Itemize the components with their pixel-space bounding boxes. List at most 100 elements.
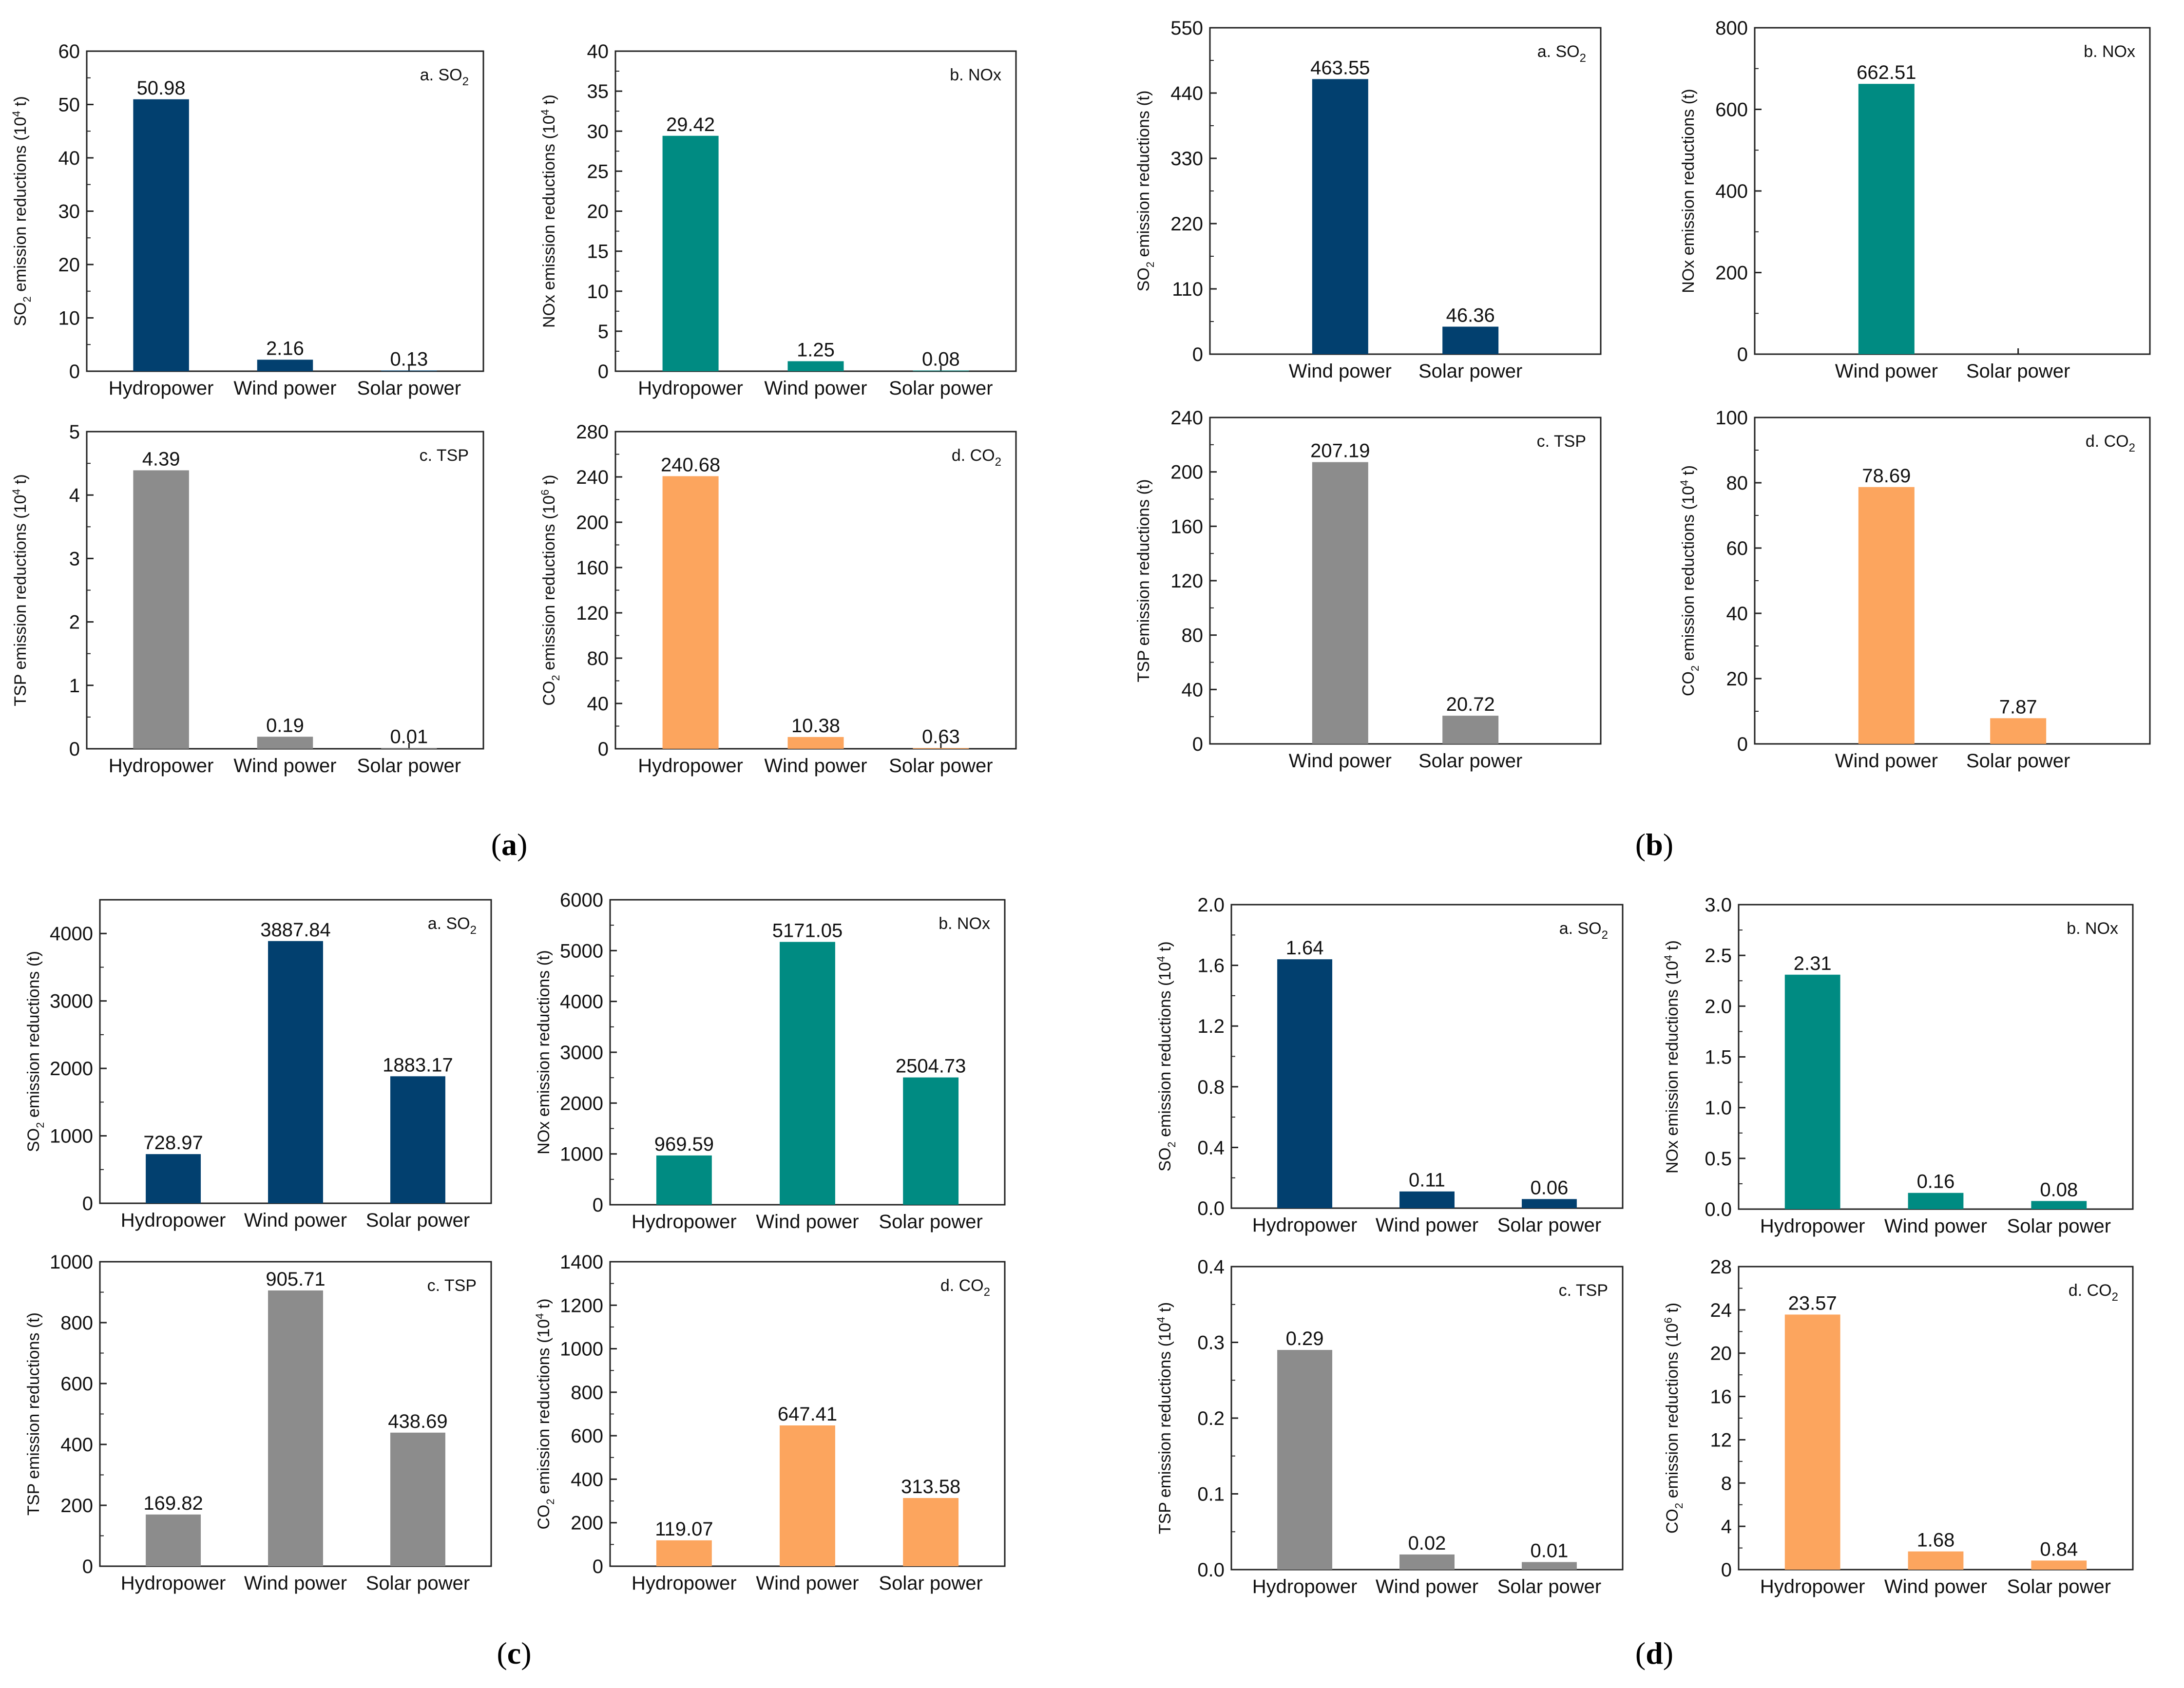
y-tick-label: 1000 (50, 1126, 93, 1147)
panel-label: b. NOx (939, 914, 990, 933)
y-tick-label: 80 (1726, 473, 1748, 494)
y-axis-label: SO2 emission reductions (104 t) (10, 96, 33, 326)
x-category-label: Wind power (1835, 360, 1938, 382)
chart-d-tsp: 0.0 0.1 0.2 0.3 0.4 0.29 Hydropower 0.02 Wind po… (1155, 1256, 1624, 1597)
bar-hydropower (1784, 1314, 1840, 1570)
y-axis-label: NOx emission reductions (t) (1679, 89, 1698, 293)
y-tick-label: 440 (1170, 83, 1203, 104)
bar-value-label: 0.29 (1286, 1328, 1324, 1349)
y-tick-label: 1000 (50, 1252, 93, 1273)
bar-value-label: 0.84 (2040, 1538, 2078, 1560)
bar-value-label: 1.64 (1286, 937, 1324, 959)
bar-hydropower (1277, 1350, 1333, 1570)
y-tick-label: 2.5 (1705, 945, 1732, 967)
x-category-label: Solar power (1966, 360, 2070, 382)
y-tick-label: 280 (576, 421, 609, 443)
panel-label: a. SO2 (420, 66, 469, 88)
y-tick-label: 20 (58, 254, 80, 276)
x-category-label: Wind power (1289, 360, 1392, 382)
y-tick-label: 200 (60, 1495, 93, 1517)
y-tick-label: 40 (1726, 603, 1748, 625)
bar-wind-power (1399, 1191, 1455, 1208)
y-tick-label: 0.0 (1197, 1559, 1225, 1581)
x-category-label: Solar power (366, 1210, 470, 1231)
y-tick-label: 20 (587, 201, 609, 223)
y-tick-label: 0.3 (1197, 1332, 1225, 1354)
bar-value-label: 5171.05 (772, 920, 843, 941)
x-category-label: Solar power (889, 755, 993, 777)
bar-value-label: 0.01 (1531, 1540, 1569, 1561)
y-tick-label: 0 (593, 1195, 603, 1216)
y-tick-label: 400 (1715, 181, 1748, 202)
x-category-label: Wind power (1376, 1214, 1478, 1236)
y-tick-label: 0 (1192, 344, 1203, 365)
bar-value-label: 647.41 (778, 1404, 837, 1425)
bar-solar-power (1442, 326, 1499, 354)
y-tick-label: 1.2 (1197, 1016, 1225, 1037)
y-tick-label: 4000 (50, 923, 93, 945)
x-category-label: Wind power (756, 1573, 859, 1594)
y-tick-label: 800 (571, 1382, 603, 1404)
y-tick-label: 330 (1170, 148, 1203, 170)
y-tick-label: 3000 (560, 1042, 603, 1063)
y-tick-label: 550 (1170, 18, 1203, 39)
bar-value-label: 169.82 (143, 1493, 203, 1514)
y-tick-label: 4 (1721, 1516, 1732, 1537)
y-tick-label: 80 (1182, 625, 1204, 646)
y-tick-label: 200 (1170, 462, 1203, 483)
y-tick-label: 200 (576, 512, 609, 533)
y-tick-label: 100 (1715, 407, 1748, 429)
x-category-label: Solar power (879, 1211, 982, 1233)
bar-hydropower (1277, 959, 1333, 1208)
y-tick-label: 25 (587, 161, 609, 182)
bar-value-label: 969.59 (654, 1134, 714, 1155)
y-tick-label: 160 (576, 557, 609, 579)
y-tick-label: 0 (82, 1193, 93, 1214)
y-tick-label: 2 (69, 612, 80, 633)
chart-d-co2: 0 4 8 12 16 20 24 28 23.57 Hydropower 1.68 Wind pow… (1662, 1256, 2134, 1597)
panel-label: d. CO2 (952, 446, 1001, 469)
bar-solar-power (1442, 716, 1499, 744)
bar-value-label: 662.51 (1857, 62, 1916, 83)
y-tick-label: 4000 (560, 991, 603, 1013)
x-category-label: Wind power (1835, 750, 1938, 772)
y-tick-label: 120 (1170, 570, 1203, 592)
bar-value-label: 2504.73 (896, 1056, 966, 1077)
bar-wind-power (268, 1290, 323, 1566)
x-category-label: Hydropower (1252, 1576, 1358, 1597)
y-axis-label: NOx emission reductions (104 t) (539, 95, 558, 328)
bar-wind-power (1908, 1551, 1964, 1570)
x-category-label: Wind power (233, 755, 336, 777)
bar-value-label: 463.55 (1310, 57, 1370, 78)
bar-hydropower (656, 1540, 712, 1566)
bar-value-label: 1883.17 (383, 1054, 453, 1076)
bar-wind-power (257, 737, 313, 749)
y-axis-label: CO2 emission reductions (106 t) (1662, 1303, 1685, 1534)
y-tick-label: 120 (576, 603, 609, 624)
bar-solar-power (913, 748, 969, 749)
bar-value-label: 119.07 (655, 1518, 713, 1540)
x-category-label: Solar power (366, 1573, 470, 1594)
chart-a-tsp: 0 1 2 3 4 5 4.39 Hydropower 0.19 Wind power 0.01 So… (10, 421, 484, 777)
y-tick-label: 5000 (560, 940, 603, 962)
bar-value-label: 0.13 (390, 349, 428, 370)
x-category-label: Hydropower (1252, 1214, 1358, 1236)
bar-value-label: 0.63 (922, 726, 960, 748)
panel-label: c. TSP (1537, 432, 1586, 451)
bar-value-label: 438.69 (388, 1411, 447, 1432)
x-category-label: Hydropower (121, 1573, 226, 1594)
x-category-label: Wind power (764, 378, 867, 399)
y-tick-label: 2.0 (1197, 894, 1225, 916)
group-label-a: (a) (491, 827, 528, 862)
y-tick-label: 800 (1715, 18, 1748, 39)
y-tick-label: 0.5 (1705, 1148, 1732, 1170)
y-tick-label: 1200 (560, 1295, 603, 1316)
panel-label: c. TSP (420, 446, 469, 465)
group-label-d: (d) (1635, 1636, 1673, 1670)
y-axis-label: NOx emission reductions (t) (535, 950, 553, 1154)
y-axis-label: CO2 emission reductions (104 t) (1678, 465, 1701, 696)
x-category-label: Hydropower (632, 1211, 737, 1233)
bar-hydropower (146, 1514, 201, 1566)
y-tick-label: 0.0 (1197, 1198, 1225, 1219)
